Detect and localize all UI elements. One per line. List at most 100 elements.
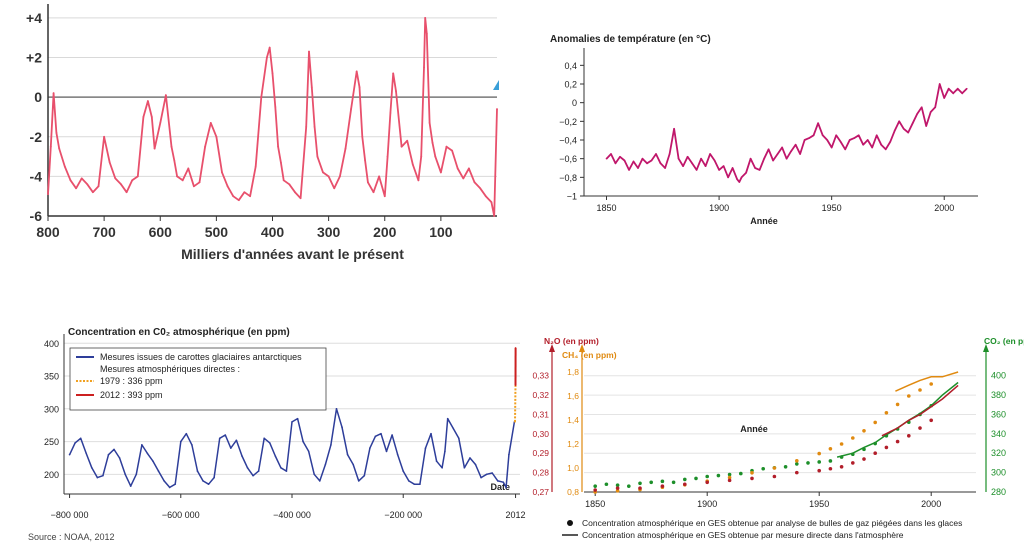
data-point	[840, 465, 844, 469]
data-point	[683, 482, 687, 486]
data-point	[143, 116, 145, 118]
data-point	[835, 135, 837, 137]
data-point	[258, 470, 260, 472]
chart-title: Anomalies de température (en °C)	[550, 34, 711, 45]
data-point	[491, 472, 493, 474]
data-point	[813, 135, 815, 137]
data-point	[333, 187, 335, 189]
data-point	[70, 179, 72, 181]
data-point	[496, 108, 498, 110]
data-point	[432, 142, 434, 144]
legend-label: Mesures issues de carottes glaciaires an…	[100, 352, 302, 362]
data-point	[593, 484, 597, 488]
data-point	[851, 436, 855, 440]
data-point	[147, 453, 149, 455]
data-point	[853, 137, 855, 139]
y-tick-label: +2	[26, 50, 42, 66]
data-point	[204, 146, 206, 148]
data-point	[661, 480, 665, 484]
data-point	[649, 481, 653, 485]
y-tick-label: 300	[44, 404, 59, 414]
data-point	[826, 139, 828, 141]
data-point	[197, 470, 199, 472]
data-point	[687, 156, 689, 158]
data-point	[508, 454, 510, 456]
data-point	[247, 467, 249, 469]
data-point	[308, 51, 310, 53]
data-point	[236, 439, 238, 441]
data-point	[894, 130, 896, 132]
data-point	[768, 149, 770, 151]
data-point	[159, 122, 161, 124]
data-point	[930, 111, 932, 113]
data-point	[249, 195, 251, 197]
x-tick-label: −400 000	[273, 510, 311, 520]
data-point	[325, 464, 327, 466]
data-point	[91, 467, 93, 469]
data-point	[660, 163, 662, 165]
data-point	[638, 486, 642, 490]
data-point	[795, 471, 799, 475]
data-point	[419, 483, 421, 485]
data-point	[497, 480, 499, 482]
y-tick-label: 0,33	[532, 371, 549, 381]
data-point	[851, 461, 855, 465]
data-point	[97, 477, 99, 479]
data-point	[916, 113, 918, 115]
y-tick-label: −0,4	[559, 136, 577, 146]
y-tick-label: 0,27	[532, 487, 549, 497]
data-point	[64, 166, 66, 168]
data-point	[655, 153, 657, 155]
data-point	[515, 384, 517, 386]
data-point	[210, 122, 212, 124]
x-tick-label: 1850	[596, 203, 616, 213]
data-point	[392, 72, 394, 74]
chart-title: Concentration en C0₂ atmosphérique (en p…	[68, 327, 290, 338]
data-point	[440, 172, 442, 174]
data-point	[252, 475, 254, 477]
data-point	[709, 153, 711, 155]
data-point	[137, 175, 139, 177]
x-tick-label: 1900	[709, 203, 729, 213]
data-point	[624, 160, 626, 162]
data-point	[889, 141, 891, 143]
x-tick-label: 400	[261, 224, 285, 240]
data-point	[350, 108, 352, 110]
data-point	[302, 441, 304, 443]
data-point	[718, 169, 720, 171]
data-point	[98, 185, 100, 187]
data-point	[754, 167, 756, 169]
y-axis-label: N₂O (en ppm)	[544, 336, 599, 346]
data-point	[193, 185, 195, 187]
y-tick-label: 1,6	[567, 391, 579, 401]
data-point	[69, 454, 71, 456]
data-point	[363, 475, 365, 477]
data-point	[387, 156, 389, 158]
data-point	[412, 164, 414, 166]
data-point	[873, 451, 877, 455]
x-tick-label: 2000	[921, 499, 941, 509]
data-point	[469, 457, 471, 459]
data-point	[314, 126, 316, 128]
data-point	[402, 470, 404, 472]
data-point	[361, 136, 363, 138]
x-tick-label: 600	[149, 224, 173, 240]
data-point	[862, 429, 866, 433]
x-tick-label: 300	[317, 224, 341, 240]
data-point	[244, 191, 246, 193]
data-point	[745, 172, 747, 174]
data-point	[514, 421, 516, 423]
data-point	[313, 474, 315, 476]
x-tick-label: 500	[205, 224, 229, 240]
data-point	[876, 135, 878, 137]
y-tick-label: -6	[30, 208, 43, 224]
data-point	[885, 411, 889, 415]
legend-dot-icon	[567, 520, 573, 526]
y-tick-label: 1,2	[567, 439, 579, 449]
data-point	[263, 437, 265, 439]
data-point	[829, 459, 833, 463]
data-point	[880, 144, 882, 146]
x-tick-label: 700	[92, 224, 116, 240]
data-point	[423, 67, 425, 69]
